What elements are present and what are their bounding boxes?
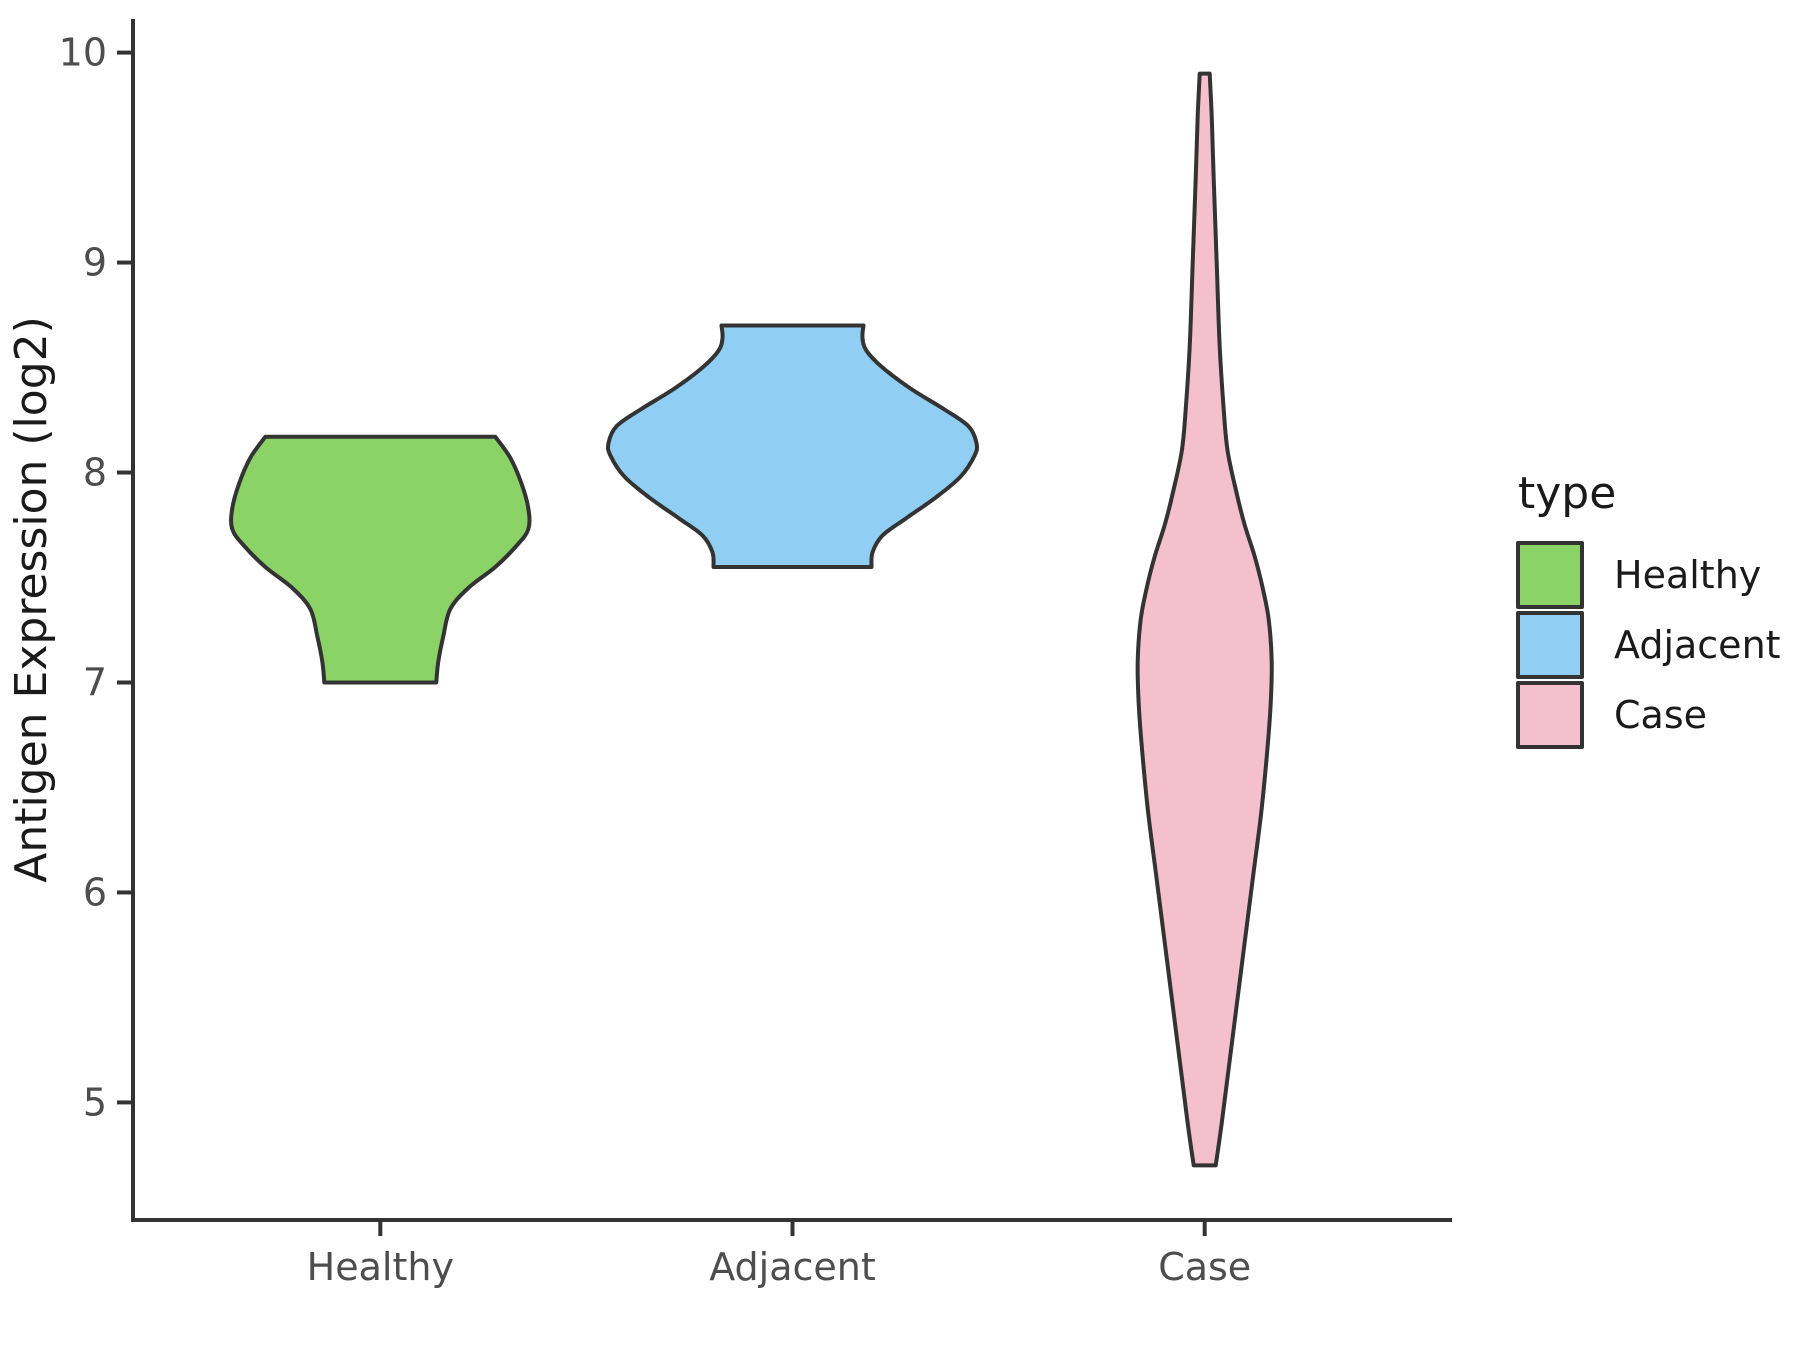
y-tick-label: 6 bbox=[83, 870, 107, 914]
y-tick-label: 8 bbox=[83, 451, 107, 495]
violin-adjacent bbox=[605, 323, 980, 569]
y-tick-label: 9 bbox=[83, 241, 107, 285]
legend-title: type bbox=[1518, 468, 1617, 519]
y-tick-label: 5 bbox=[83, 1080, 107, 1124]
legend-label-healthy: Healthy bbox=[1614, 553, 1762, 598]
legend-item-adjacent: Adjacent bbox=[1516, 611, 1781, 680]
legend-label-case: Case bbox=[1614, 693, 1707, 738]
legend-swatch-case bbox=[1516, 681, 1584, 750]
y-tick-label: 7 bbox=[83, 660, 107, 704]
legend-item-case: Case bbox=[1516, 681, 1781, 750]
legend-item-healthy: Healthy bbox=[1516, 541, 1781, 610]
y-axis-title: Antigen Expression (log2) bbox=[6, 316, 57, 883]
x-tick-label: Adjacent bbox=[709, 1245, 876, 1289]
y-tick-label: 10 bbox=[59, 31, 107, 75]
legend: type Healthy Adjacent Case bbox=[1516, 468, 1781, 752]
violin-healthy bbox=[229, 434, 532, 685]
x-tick-label: Healthy bbox=[307, 1245, 454, 1289]
legend-label-adjacent: Adjacent bbox=[1614, 623, 1781, 668]
violin-case bbox=[1135, 71, 1274, 1168]
legend-swatch-adjacent bbox=[1516, 611, 1584, 680]
x-tick-label: Case bbox=[1158, 1245, 1251, 1289]
legend-swatch-healthy bbox=[1516, 541, 1584, 610]
